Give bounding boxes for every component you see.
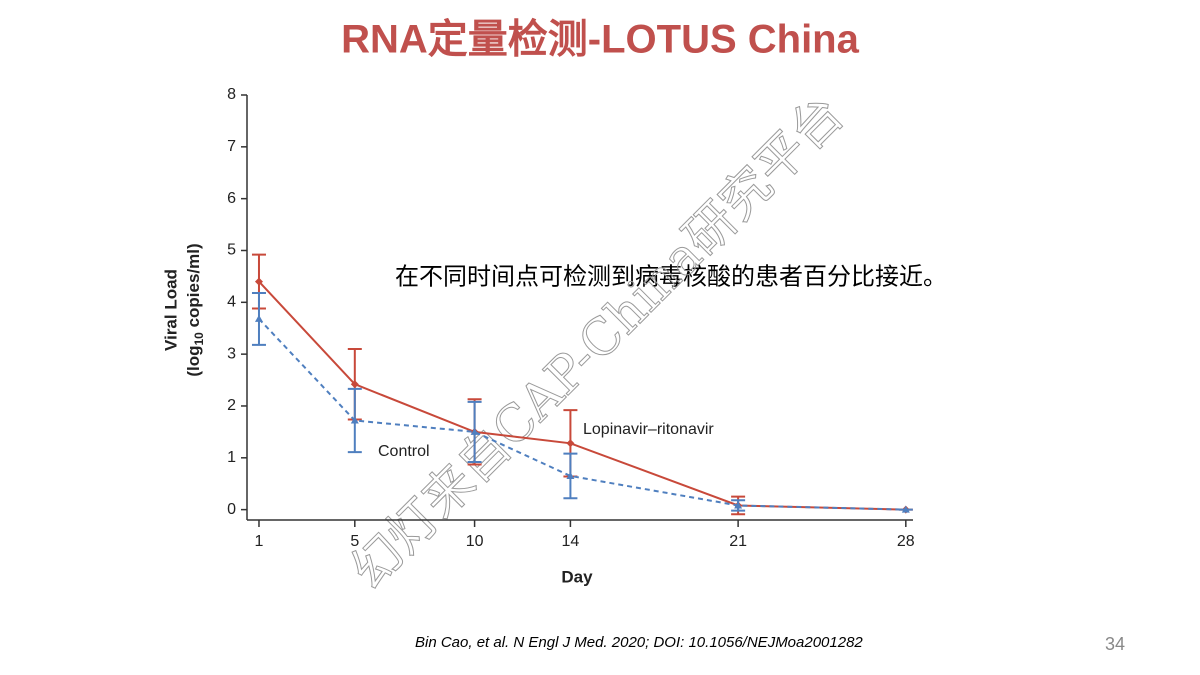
series-line [258, 280, 906, 511]
y-tick-label: 8 [227, 86, 236, 103]
y-tick-label: 1 [227, 449, 236, 466]
y-tick-label: 0 [227, 501, 236, 518]
y-tick-label: 6 [227, 190, 236, 207]
point [901, 505, 910, 513]
y-axis-unit: (log10 copies/ml) [184, 243, 206, 376]
annotation: 在不同时间点可检测到病毒核酸的患者百分比接近。 [395, 263, 947, 290]
x-tick-label: 10 [466, 533, 484, 550]
y-unit-sub: 10 [192, 332, 206, 346]
watermark: 幻灯来自CAP-China研究平台 [340, 85, 855, 600]
point [734, 501, 743, 509]
point [350, 380, 359, 389]
y-tick-label: 5 [227, 242, 236, 259]
point [254, 277, 263, 286]
series-label: Lopinavir–ritonavir [583, 421, 714, 438]
y-unit-part: copies/ml) [184, 243, 203, 332]
x-tick-label: 14 [562, 533, 580, 550]
x-tick-label: 5 [350, 533, 359, 550]
y-tick-label: 7 [227, 138, 236, 155]
x-tick-label: 28 [897, 533, 915, 550]
x-tick-label: 1 [255, 533, 264, 550]
y-tick-label: 3 [227, 345, 236, 362]
y-unit-part: (log [184, 346, 203, 377]
y-tick-label: 2 [227, 397, 236, 414]
page-number: 34 [1105, 634, 1125, 654]
point [254, 314, 263, 322]
slide-title: RNA定量检测-LOTUS China [341, 18, 860, 62]
x-axis-title: Day [561, 567, 593, 586]
series-label: Control [378, 443, 430, 460]
point [566, 471, 575, 479]
y-axis-title: Viral Load [161, 269, 180, 351]
citation: Bin Cao, et al. N Engl J Med. 2020; DOI:… [415, 634, 863, 651]
point [470, 427, 479, 435]
x-tick-label: 21 [729, 533, 747, 550]
point [566, 439, 575, 448]
point [350, 416, 359, 424]
y-tick-label: 4 [227, 294, 236, 311]
